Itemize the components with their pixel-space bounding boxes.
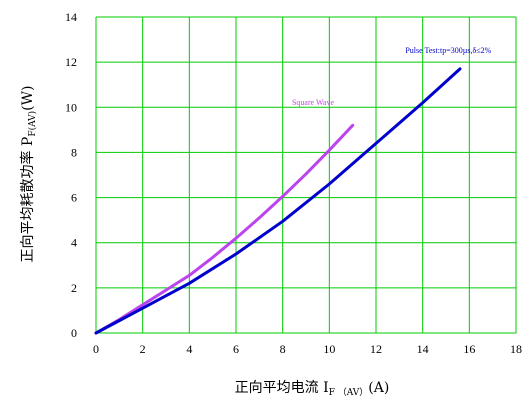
x-tick-label-3: 6 [233,342,239,356]
series-line-1 [94,67,462,335]
x-tick-label-6: 12 [370,342,382,356]
y-axis-title: 正向平均耗散功率 PF(AV)(W) [19,85,38,262]
y-tick-label-2: 4 [71,236,77,250]
y-tick-label-0: 0 [71,326,77,340]
x-tick-label-4: 8 [280,342,286,356]
series-lines [94,67,462,335]
series-line-0 [94,123,355,335]
x-tick-label-5: 10 [323,342,335,356]
y-tick-labels: 0 2 4 6 8 10 12 14 [65,10,77,340]
x-axis-title: 正向平均电流 IF （AV）(A) [235,380,390,398]
y-axis-title-sub: F(AV) [27,111,38,137]
x-axis-title-unit: (A) [368,380,389,396]
y-tick-label-7: 14 [65,10,77,24]
x-axis-title-main: 正向平均电流 I [235,380,329,396]
x-tick-label-9: 18 [510,342,522,356]
y-tick-label-5: 10 [65,100,77,114]
y-axis-title-main: 正向平均耗散功率 P [19,137,36,263]
annotation-1: Square Wave [292,98,335,107]
x-tick-label-0: 0 [93,342,99,356]
y-tick-label-4: 8 [71,145,77,159]
y-tick-label-1: 2 [71,281,77,295]
x-axis-title-sub: F （AV） [329,387,369,398]
x-tick-label-7: 14 [417,342,429,356]
x-tick-labels: 0 2 4 6 8 10 12 14 16 18 [93,342,522,356]
y-axis-title-unit: (W) [20,85,36,110]
annotations: Pulse Test:tp=300µs,δ≤2% Square Wave [292,46,492,107]
y-tick-label-6: 12 [65,55,77,69]
grid [95,16,517,334]
x-tick-label-1: 2 [140,342,146,356]
y-tick-label-3: 6 [71,191,77,205]
x-tick-label-8: 16 [463,342,475,356]
annotation-0: Pulse Test:tp=300µs,δ≤2% [405,46,491,55]
x-tick-label-2: 4 [186,342,192,356]
